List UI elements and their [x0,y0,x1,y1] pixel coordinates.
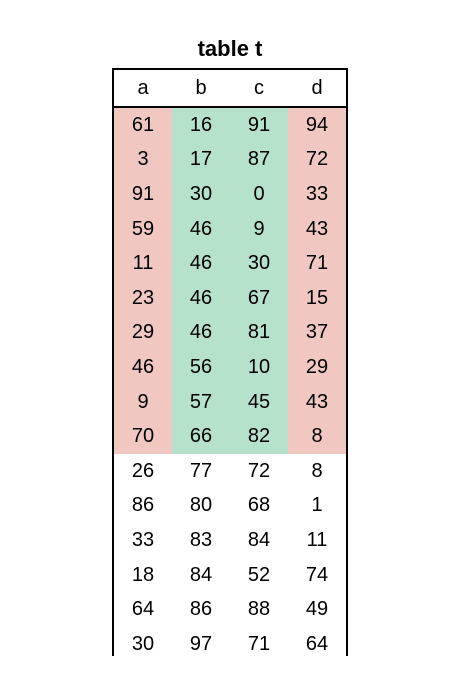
table-cell-c: 0 [230,177,288,212]
table-cell-d: 43 [288,211,346,247]
table-cell-d: 8 [288,453,346,489]
table-row: 64 86 88 49 [114,592,346,627]
table-cell-b: 30 [172,177,230,212]
table-cell-b: 16 [172,108,230,143]
table-row: 33 83 84 11 [114,523,346,558]
table-cell-d: 71 [288,246,346,281]
table-row: 61 16 91 94 [114,108,346,143]
table-cell-a: 11 [114,246,172,281]
table-row: 23 46 67 15 [114,280,346,316]
table-cell-b: 83 [172,523,230,558]
table-cell-b: 97 [172,626,230,662]
table-row: 91 30 0 33 [114,177,346,212]
column-header-b: b [195,76,207,99]
table-cell-b: 17 [172,142,230,178]
table-cell-d: 94 [288,108,346,143]
table-row: 59 46 9 43 [114,211,346,247]
table-cell-b: 46 [172,246,230,281]
table-cell-c: 52 [230,557,288,593]
table-cell-d: 74 [288,557,346,593]
table-row: 46 56 10 29 [114,350,346,385]
table-cell-c: 84 [230,523,288,558]
table-cell-a: 33 [114,523,172,558]
table-cell-b: 46 [172,315,230,351]
table-cell-a: 26 [114,453,172,489]
table-cell-c: 87 [230,142,288,178]
table-cell-a: 18 [114,557,172,593]
table-cell-d: 43 [288,384,346,420]
table-cell-c: 88 [230,592,288,627]
table-cell-d: 1 [288,488,346,524]
table-cell-b: 56 [172,350,230,385]
table-cell-a: 23 [114,280,172,316]
table-cell-a: 70 [114,419,172,454]
table-cell-c: 30 [230,246,288,281]
table-cell-a: 64 [114,592,172,627]
table-cell-d: 11 [288,523,346,558]
table-cell-b: 46 [172,280,230,316]
table-cell-a: 29 [114,315,172,351]
table-row: 70 66 82 8 [114,419,346,454]
data-table: a b c d 61 16 91 94 3 17 87 72 91 30 0 33 59 46 9 43 11 4… [112,68,348,662]
table-cell-d: 29 [288,350,346,385]
column-header-d: d [311,76,323,99]
table-cell-b: 80 [172,488,230,524]
table-row: 18 84 52 74 [114,557,346,593]
table-body: 61 16 91 94 3 17 87 72 91 30 0 33 59 46 9 43 11 46 30 71 23 4… [114,108,346,662]
table-cell-a: 91 [114,177,172,212]
table-header-row: a b c d [114,70,346,108]
table-cell-d: 64 [288,626,346,662]
table-row: 11 46 30 71 [114,246,346,281]
table-cell-a: 9 [114,384,172,420]
table-cell-a: 61 [114,108,172,143]
table-cell-b: 86 [172,592,230,627]
table-row: 9 57 45 43 [114,384,346,420]
table-cell-c: 9 [230,211,288,247]
column-header-c: c [254,76,264,99]
table-cell-c: 10 [230,350,288,385]
table-cell-d: 72 [288,142,346,178]
table-title: table t [197,36,263,61]
table-cell-c: 81 [230,315,288,351]
table-row: 3 17 87 72 [114,142,346,178]
table-cell-b: 57 [172,384,230,420]
table-cell-d: 15 [288,280,346,316]
table-cell-a: 86 [114,488,172,524]
table-row: 29 46 81 37 [114,315,346,351]
table-cell-c: 68 [230,488,288,524]
table-cell-a: 30 [114,626,172,662]
table-cell-c: 82 [230,419,288,454]
table-row: 26 77 72 8 [114,453,346,489]
table-cell-b: 77 [172,453,230,489]
table-cell-d: 37 [288,315,346,351]
table-row: 86 80 68 1 [114,488,346,524]
table-row: 30 97 71 64 [114,626,346,662]
table-cell-a: 3 [114,142,172,178]
table-cell-c: 45 [230,384,288,420]
table-cell-c: 91 [230,108,288,143]
table-cell-c: 71 [230,626,288,662]
column-header-a: a [137,76,149,99]
table-cell-a: 46 [114,350,172,385]
table-cell-d: 33 [288,177,346,212]
table-cell-b: 66 [172,419,230,454]
table-cell-b: 46 [172,211,230,247]
table-cell-b: 84 [172,557,230,593]
table-cell-d: 49 [288,592,346,627]
table-cell-d: 8 [288,419,346,454]
table-cell-a: 59 [114,211,172,247]
table-cell-c: 72 [230,453,288,489]
table-cell-c: 67 [230,280,288,316]
